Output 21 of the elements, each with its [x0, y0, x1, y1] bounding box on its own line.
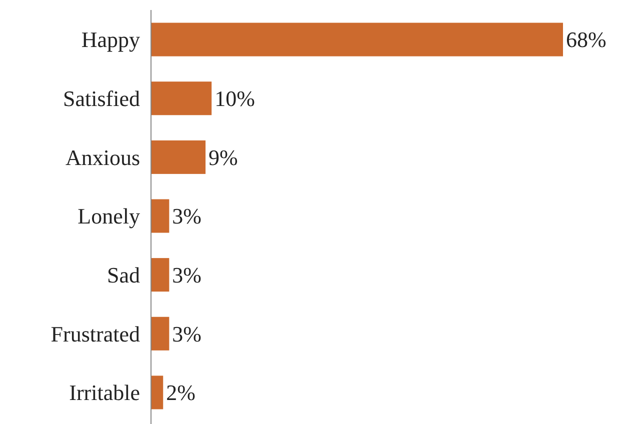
bar [151, 82, 212, 116]
data-label: 3% [172, 204, 202, 229]
y-tick-label: Anxious [65, 144, 140, 170]
data-label: 3% [172, 321, 202, 346]
y-tick-label: Frustrated [50, 321, 140, 346]
data-label: 3% [172, 262, 202, 288]
y-tick-label: Happy [81, 27, 140, 52]
data-label: 10% [214, 86, 255, 112]
bar [151, 140, 206, 174]
bar [151, 258, 170, 292]
bar [151, 316, 170, 350]
data-label: 2% [166, 380, 196, 406]
data-label: 9% [208, 144, 238, 170]
y-tick-label: Irritable [69, 380, 140, 406]
bar [151, 376, 164, 410]
y-tick-label: Satisfied [63, 86, 140, 112]
bar [151, 22, 563, 56]
y-tick-label: Sad [107, 262, 140, 288]
y-tick-label: Lonely [78, 204, 140, 229]
bar [151, 199, 170, 233]
data-label: 68% [566, 27, 606, 52]
